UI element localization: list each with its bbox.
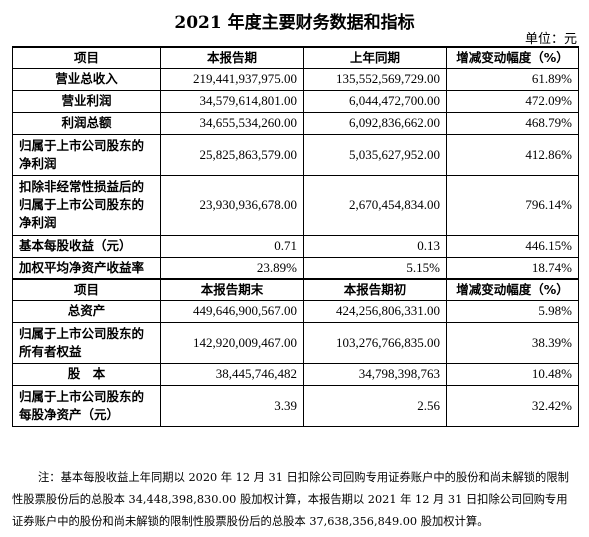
- row-change: 32.42%: [446, 384, 579, 427]
- header-previous: 本报告期初: [303, 278, 447, 301]
- row-previous: 2.56: [303, 384, 447, 427]
- row-current: 142,920,009,467.00: [160, 321, 304, 364]
- row-current: 23.89%: [160, 256, 304, 280]
- row-label: 扣除非经常性损益后的归属于上市公司股东的净利润: [12, 174, 161, 236]
- table2-header-row: 项目 本报告期末 本报告期初 增减变动幅度（%）: [12, 278, 579, 301]
- page-title: 2021 年度主要财务数据和指标: [174, 13, 415, 33]
- row-change: 18.74%: [446, 256, 579, 280]
- row-previous: 424,256,806,331.00: [303, 299, 447, 323]
- header-change: 增减变动幅度（%）: [446, 278, 579, 301]
- row-current: 3.39: [160, 384, 304, 427]
- row-change: 468.79%: [446, 111, 579, 135]
- header-item: 项目: [12, 278, 161, 301]
- row-label: 利润总额: [12, 111, 161, 135]
- row-label: 归属于上市公司股东的所有者权益: [12, 321, 161, 364]
- table-row: 基本每股收益（元） 0.71 0.13 446.15%: [12, 234, 579, 258]
- row-change: 38.39%: [446, 321, 579, 364]
- header-change: 增减变动幅度（%）: [446, 46, 579, 69]
- row-previous: 6,044,472,700.00: [303, 89, 447, 113]
- row-change: 5.98%: [446, 299, 579, 323]
- row-previous: 34,798,398,763: [303, 362, 447, 386]
- row-label: 归属于上市公司股东的每股净资产（元）: [12, 384, 161, 427]
- table-row: 营业利润 34,579,614,801.00 6,044,472,700.00 …: [12, 89, 579, 113]
- row-change: 61.89%: [446, 67, 579, 91]
- row-previous: 2,670,454,834.00: [303, 174, 447, 236]
- table-row: 扣除非经常性损益后的归属于上市公司股东的净利润 23,930,936,678.0…: [12, 174, 579, 236]
- row-label: 基本每股收益（元）: [12, 234, 161, 258]
- row-change: 472.09%: [446, 89, 579, 113]
- row-current: 34,579,614,801.00: [160, 89, 304, 113]
- row-change: 412.86%: [446, 133, 579, 176]
- row-previous: 0.13: [303, 234, 447, 258]
- row-previous: 135,552,569,729.00: [303, 67, 447, 91]
- row-change: 796.14%: [446, 174, 579, 236]
- unit-label: 单位：元: [524, 32, 577, 47]
- row-current: 219,441,937,975.00: [160, 67, 304, 91]
- row-current: 38,445,746,482: [160, 362, 304, 386]
- row-label: 归属于上市公司股东的净利润: [12, 133, 161, 176]
- table-row: 股 本 38,445,746,482 34,798,398,763 10.48%: [12, 362, 579, 386]
- table-row: 营业总收入 219,441,937,975.00 135,552,569,729…: [12, 67, 579, 91]
- row-previous: 5.15%: [303, 256, 447, 280]
- row-current: 34,655,534,260.00: [160, 111, 304, 135]
- table-row: 加权平均净资产收益率 23.89% 5.15% 18.74%: [12, 256, 579, 280]
- header-current: 本报告期末: [160, 278, 304, 301]
- row-previous: 5,035,627,952.00: [303, 133, 447, 176]
- row-current: 25,825,863,579.00: [160, 133, 304, 176]
- table1-header-row: 项目 本报告期 上年同期 增减变动幅度（%）: [12, 46, 579, 69]
- row-previous: 6,092,836,662.00: [303, 111, 447, 135]
- header-current: 本报告期: [160, 46, 304, 69]
- financial-table: 项目 本报告期 上年同期 增减变动幅度（%） 营业总收入 219,441,937…: [12, 46, 579, 427]
- row-label: 营业总收入: [12, 67, 161, 91]
- row-current: 23,930,936,678.00: [160, 174, 304, 236]
- header-previous: 上年同期: [303, 46, 447, 69]
- row-change: 10.48%: [446, 362, 579, 386]
- row-label: 股 本: [12, 362, 161, 386]
- row-label: 总资产: [12, 299, 161, 323]
- table-row: 利润总额 34,655,534,260.00 6,092,836,662.00 …: [12, 111, 579, 135]
- table-row: 归属于上市公司股东的每股净资产（元） 3.39 2.56 32.42%: [12, 384, 579, 427]
- header-item: 项目: [12, 46, 161, 69]
- table-row: 归属于上市公司股东的净利润 25,825,863,579.00 5,035,62…: [12, 133, 579, 176]
- row-current: 449,646,900,567.00: [160, 299, 304, 323]
- footnote: 注：基本每股收益上年同期以 2020 年 12 月 31 日扣除公司回购专用证券…: [12, 471, 569, 528]
- row-label: 营业利润: [12, 89, 161, 113]
- table-row: 归属于上市公司股东的所有者权益 142,920,009,467.00 103,2…: [12, 321, 579, 364]
- row-current: 0.71: [160, 234, 304, 258]
- table-row: 总资产 449,646,900,567.00 424,256,806,331.0…: [12, 299, 579, 323]
- row-change: 446.15%: [446, 234, 579, 258]
- row-label: 加权平均净资产收益率: [12, 256, 161, 280]
- row-previous: 103,276,766,835.00: [303, 321, 447, 364]
